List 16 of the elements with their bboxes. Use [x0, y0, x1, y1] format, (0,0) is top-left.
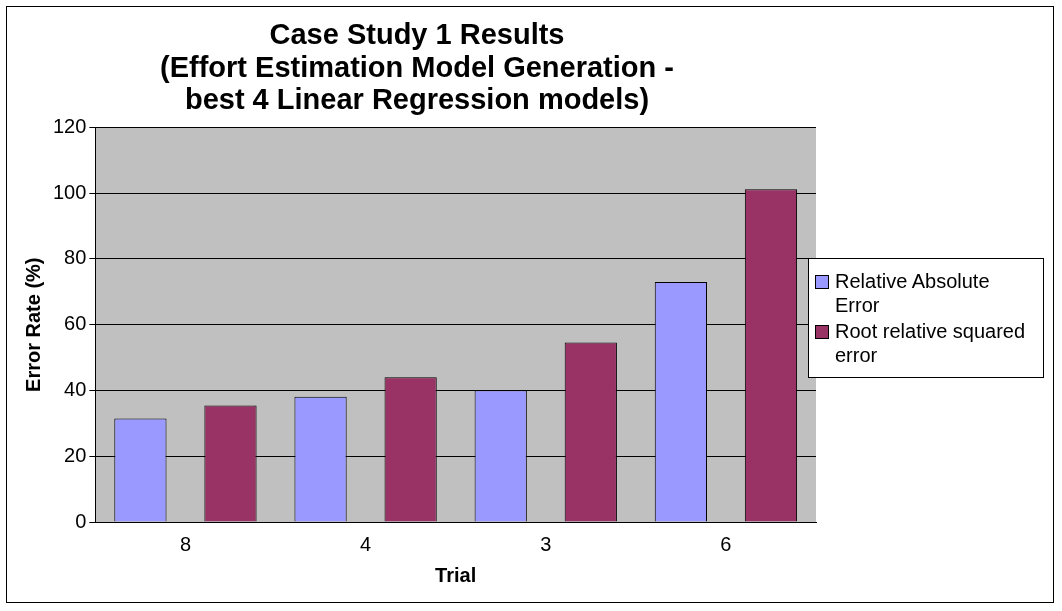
y-tick-label: 60 [64, 312, 87, 335]
x-tick-label: 3 [540, 532, 552, 555]
y-tick-label: 80 [64, 246, 87, 269]
y-tick-label: 0 [75, 509, 87, 532]
y-tick-label: 40 [64, 378, 87, 400]
x-tick-label: 4 [360, 532, 372, 555]
legend-label: Relative Absolute Error [835, 269, 991, 317]
y-axis-title: Error Rate (%) [21, 257, 44, 392]
y-tick-label: 120 [52, 114, 87, 137]
legend-label: Root relative squared error [835, 319, 1027, 367]
x-axis-title: Trial [435, 563, 477, 586]
x-tick-label: 6 [720, 532, 732, 555]
y-tick-label: 100 [52, 180, 87, 203]
x-tick-label: 8 [179, 532, 192, 555]
chart-title: Case Study 1 Results (Effort Estimation Model Generation - best 4 Linear Regression models) [160, 18, 674, 116]
y-tick-label: 20 [64, 443, 87, 466]
